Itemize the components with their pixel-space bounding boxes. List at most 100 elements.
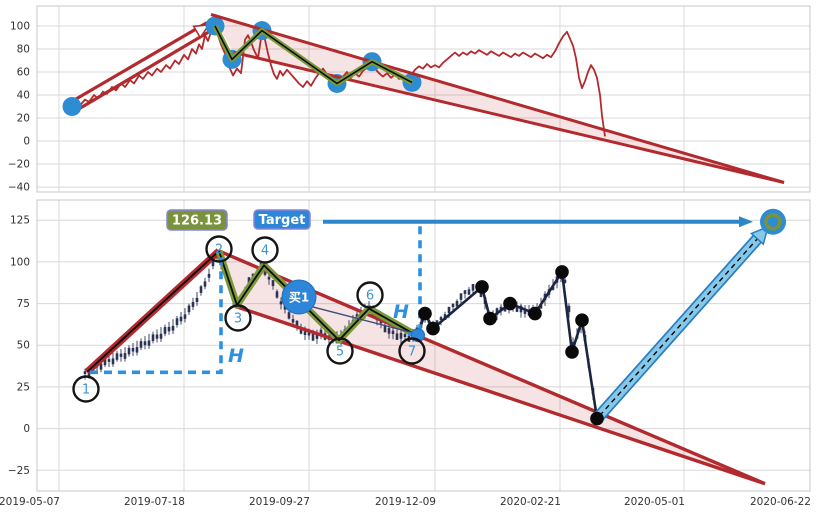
- wave-number-circle-5: [326, 337, 354, 365]
- x-tick-label: 2020-06-22: [750, 496, 811, 508]
- candle-body: [199, 286, 203, 293]
- height-measure-dashed-line-1: [90, 252, 223, 375]
- candle-body: [311, 334, 315, 341]
- candle-body: [383, 325, 387, 333]
- candle-body: [455, 300, 459, 307]
- y-tick-label: 100: [10, 256, 30, 268]
- price-pivot-dot: [555, 265, 569, 279]
- top-wedge-upper-line: [210, 13, 785, 184]
- candle-body: [515, 307, 519, 312]
- price-pivot-dot: [483, 311, 497, 326]
- buy-badge-text: 买1: [289, 291, 309, 305]
- price-pivot-dot: [418, 306, 432, 321]
- candle-body: [319, 329, 323, 335]
- wave-number-label-5: 5: [336, 345, 344, 360]
- candle-body: [439, 317, 443, 321]
- up-arrowhead-icon: [192, 23, 211, 40]
- wave-number-label-2: 2: [215, 243, 223, 258]
- wave-number-label-1: 1: [82, 383, 90, 398]
- x-tick-label: 2019-09-27: [249, 496, 310, 508]
- y-tick-label: 40: [17, 90, 30, 102]
- x-tick-label: 2020-02-21: [500, 496, 561, 508]
- wave-height-label-2: H: [393, 301, 409, 323]
- candle-body: [211, 259, 215, 267]
- buy-pointer-line: [305, 304, 417, 335]
- x-tick-label: 2019-07-18: [124, 496, 185, 508]
- candle-body: [291, 319, 295, 323]
- candle-body: [187, 305, 191, 313]
- candle-body: [175, 318, 179, 325]
- top-zigzag-core-line: [214, 25, 413, 85]
- wave-height-label-1: H: [228, 345, 244, 367]
- measure-price-label: 126.13: [166, 209, 228, 231]
- candle-body: [83, 371, 87, 374]
- buy-signal-badge: 买1: [281, 279, 317, 315]
- wave-number-circle-3: [224, 304, 252, 332]
- wave-number-circle-7: [398, 337, 426, 365]
- y-tick-label: 0: [23, 423, 30, 435]
- projection-arrow-centerline: [599, 238, 758, 417]
- candle-body: [135, 347, 139, 353]
- annotation-layer: 126.13 Target H H 买1: [166, 209, 409, 367]
- y-tick-label: −40: [8, 182, 30, 194]
- candle-body: [567, 305, 571, 313]
- candle-body: [503, 306, 507, 312]
- wedge-lower-line: [236, 305, 766, 486]
- candle-body: [307, 330, 311, 336]
- wave-number-circle-4: [251, 236, 279, 264]
- x-tick-label: 2019-12-09: [375, 496, 436, 508]
- y-tick-label: 50: [17, 340, 30, 352]
- candle-body: [463, 290, 467, 294]
- candle-body: [167, 326, 171, 332]
- candle-body: [495, 308, 499, 315]
- candle-body: [203, 281, 207, 287]
- candle-body: [563, 279, 567, 283]
- wave-number-label-3: 3: [234, 312, 242, 327]
- target-label: Target: [253, 209, 311, 230]
- candle-body: [163, 327, 167, 334]
- candle-body: [403, 334, 407, 337]
- wave-number-label-6: 6: [366, 289, 374, 304]
- target-label-text: Target: [259, 213, 306, 228]
- candle-body: [107, 359, 111, 362]
- y-tick-label: 25: [17, 381, 30, 393]
- candle-body: [391, 330, 395, 334]
- pivot-dot: [62, 97, 82, 116]
- wave-number-label-4: 4: [261, 244, 269, 259]
- y-tick-label: 60: [17, 67, 30, 79]
- y-tick-label: −25: [8, 465, 30, 477]
- buy-badge-circle: [281, 279, 317, 315]
- candle-body: [183, 314, 187, 319]
- x-tick-label: 2019-05-07: [0, 496, 60, 508]
- y-tick-label: 0: [23, 136, 30, 148]
- candle-body: [315, 334, 319, 339]
- panel-border: [36, 5, 811, 193]
- target-label-box: [253, 209, 311, 230]
- candle-body: [195, 297, 199, 302]
- measure-label-box: [166, 209, 228, 231]
- target-point-ring: [764, 213, 782, 231]
- y-tick-label: −20: [8, 159, 30, 171]
- candle-body: [139, 341, 143, 348]
- candle-body: [99, 363, 103, 370]
- wave-number-circle-6: [356, 281, 384, 309]
- candle-body: [267, 276, 271, 280]
- candle-body: [275, 291, 279, 298]
- price-pivot-dot: [528, 306, 542, 321]
- candle-body: [279, 301, 283, 305]
- candle-body: [155, 334, 159, 339]
- candle-body: [115, 353, 119, 360]
- candle-body: [207, 273, 211, 278]
- candle-body: [127, 347, 131, 355]
- candle-body: [111, 358, 115, 365]
- impulse-rise-core-line: [86, 250, 220, 373]
- candle-body: [247, 277, 251, 284]
- measure-label-text: 126.13: [172, 214, 222, 229]
- y-tick-label: 75: [17, 298, 30, 310]
- candle-body: [171, 325, 175, 331]
- candle-body: [103, 358, 107, 366]
- candle-body: [143, 341, 147, 346]
- top-overview-panel: 100 80 60 40 20 0 −20 −40: [8, 5, 811, 194]
